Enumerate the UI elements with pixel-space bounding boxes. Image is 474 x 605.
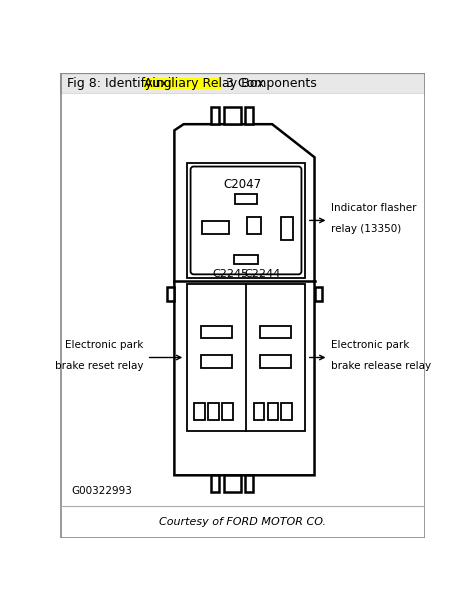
Bar bbox=[194, 403, 205, 420]
Bar bbox=[167, 287, 174, 301]
FancyBboxPatch shape bbox=[191, 166, 301, 274]
Text: G00322993: G00322993 bbox=[71, 486, 132, 495]
Bar bbox=[245, 107, 253, 124]
Bar bbox=[202, 221, 229, 234]
Bar bbox=[187, 284, 305, 431]
Polygon shape bbox=[174, 124, 315, 476]
Bar bbox=[201, 355, 232, 367]
Bar bbox=[208, 403, 219, 420]
Bar bbox=[315, 287, 322, 301]
Bar bbox=[61, 73, 425, 94]
Bar bbox=[224, 476, 241, 492]
Bar bbox=[234, 255, 258, 264]
Text: Courtesy of FORD MOTOR CO.: Courtesy of FORD MOTOR CO. bbox=[159, 517, 327, 528]
Bar bbox=[144, 78, 222, 89]
Text: Electronic park: Electronic park bbox=[331, 340, 410, 350]
Bar bbox=[224, 107, 241, 124]
Text: C2244: C2244 bbox=[245, 269, 281, 278]
Bar bbox=[282, 403, 292, 420]
Text: brake release relay: brake release relay bbox=[331, 361, 432, 371]
Bar bbox=[201, 326, 232, 338]
Bar bbox=[235, 194, 257, 203]
Text: Auxiliary Relay Box: Auxiliary Relay Box bbox=[144, 77, 264, 90]
Text: brake reset relay: brake reset relay bbox=[55, 361, 144, 371]
Bar bbox=[260, 326, 291, 338]
Text: Indicator flasher: Indicator flasher bbox=[331, 203, 417, 213]
Bar bbox=[187, 163, 305, 278]
Bar bbox=[222, 403, 233, 420]
Text: C2245: C2245 bbox=[212, 269, 249, 278]
Bar bbox=[211, 476, 219, 492]
Text: Electronic park: Electronic park bbox=[65, 340, 144, 350]
Bar bbox=[247, 217, 261, 234]
Text: 3 Components: 3 Components bbox=[222, 77, 317, 90]
Bar bbox=[267, 403, 278, 420]
Bar bbox=[281, 217, 293, 240]
Text: relay (13350): relay (13350) bbox=[331, 223, 402, 234]
Bar bbox=[254, 403, 264, 420]
Text: Fig 8: Identifying: Fig 8: Identifying bbox=[66, 77, 175, 90]
Text: C2047: C2047 bbox=[223, 178, 261, 191]
Bar bbox=[211, 107, 219, 124]
Bar bbox=[260, 355, 291, 367]
Bar bbox=[245, 476, 253, 492]
